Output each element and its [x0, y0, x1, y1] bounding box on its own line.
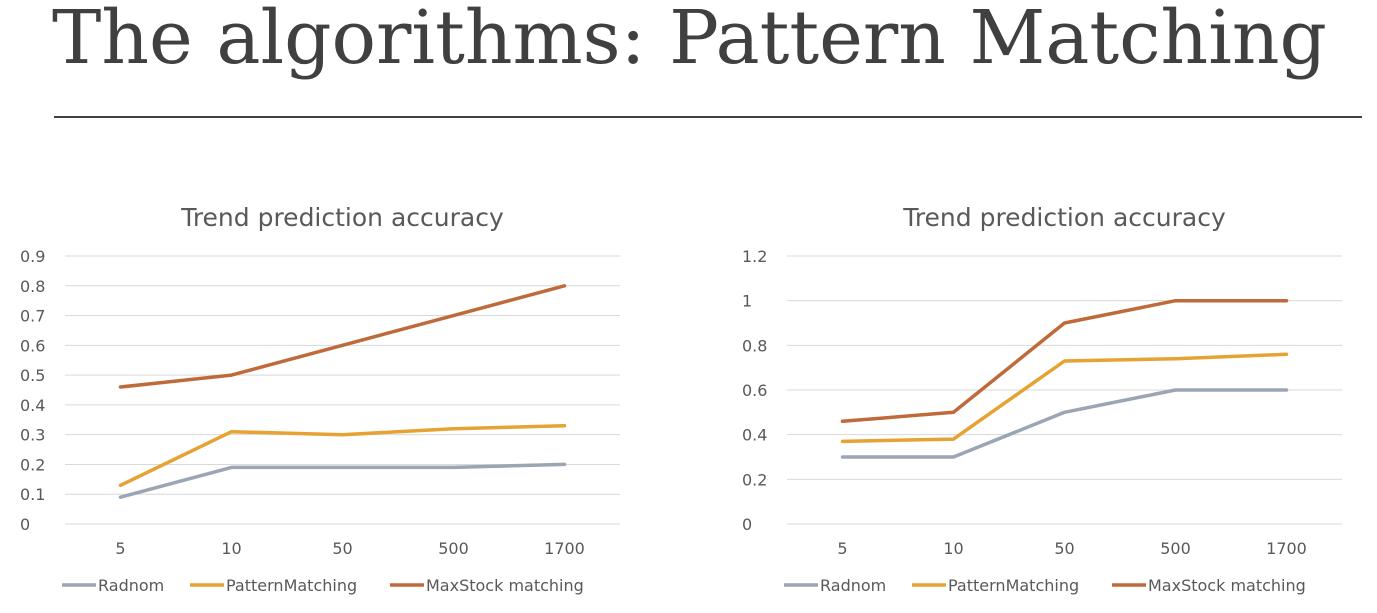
- x-tick-label-right-3: 500: [1160, 539, 1191, 558]
- legend-label-right-0: Radnom: [820, 576, 886, 595]
- legend-label-right-2: MaxStock matching: [1148, 576, 1306, 595]
- series-line-right-2: [840, 298, 1289, 424]
- y-tick-label-left-2: 0.2: [20, 455, 45, 474]
- chart-title-left: Trend prediction accuracy: [180, 203, 504, 232]
- x-tick-label-left-1: 10: [221, 539, 241, 558]
- legend-label-left-1: PatternMatching: [226, 576, 357, 595]
- trend-chart-left: Trend prediction accuracy 0 0.1 0.2 0.3 0.4 0.…: [20, 203, 620, 595]
- x-tick-label-right-4: 1700: [1266, 539, 1307, 558]
- x-tick-label-right-2: 50: [1054, 539, 1074, 558]
- x-tick-label-left-4: 1700: [544, 539, 585, 558]
- series-line-left-1: [118, 423, 567, 488]
- x-tick-label-left-2: 50: [332, 539, 352, 558]
- page-title: The algorithms: Pattern Matching: [52, 0, 1327, 81]
- x-tick-label-right-0: 5: [837, 539, 847, 558]
- y-tick-label-left-0: 0: [20, 515, 30, 534]
- y-tick-label-right-6: 1.2: [742, 247, 767, 266]
- x-tick-label-right-1: 10: [943, 539, 963, 558]
- y-tick-label-right-4: 0.8: [742, 336, 767, 355]
- y-tick-label-left-7: 0.7: [20, 307, 45, 326]
- y-tick-label-right-5: 1: [742, 292, 752, 311]
- y-tick-label-left-9: 0.9: [20, 247, 45, 266]
- y-tick-label-right-3: 0.6: [742, 381, 767, 400]
- series-line-left-2: [118, 284, 567, 389]
- legend-label-left-2: MaxStock matching: [426, 576, 584, 595]
- series-line-right-1: [840, 352, 1289, 444]
- y-tick-label-left-6: 0.6: [20, 336, 45, 355]
- title-divider: [54, 116, 1362, 118]
- series-line-left-0: [118, 462, 567, 499]
- y-tick-label-left-3: 0.3: [20, 426, 45, 445]
- y-tick-label-left-8: 0.8: [20, 277, 45, 296]
- x-tick-label-left-3: 500: [438, 539, 469, 558]
- y-tick-label-left-5: 0.5: [20, 366, 45, 385]
- trend-chart-right: Trend prediction accuracy 0 0.2 0.4 0.6 0.8 1 1…: [742, 203, 1342, 595]
- x-tick-label-left-0: 5: [115, 539, 125, 558]
- y-tick-label-right-0: 0: [742, 515, 752, 534]
- series-line-right-0: [840, 388, 1289, 459]
- legend-label-right-1: PatternMatching: [948, 576, 1079, 595]
- chart-title-right: Trend prediction accuracy: [902, 203, 1226, 232]
- legend-label-left-0: Radnom: [98, 576, 164, 595]
- y-tick-label-left-4: 0.4: [20, 396, 45, 415]
- y-tick-label-right-2: 0.4: [742, 426, 767, 445]
- y-tick-label-left-1: 0.1: [20, 485, 45, 504]
- y-tick-label-right-1: 0.2: [742, 470, 767, 489]
